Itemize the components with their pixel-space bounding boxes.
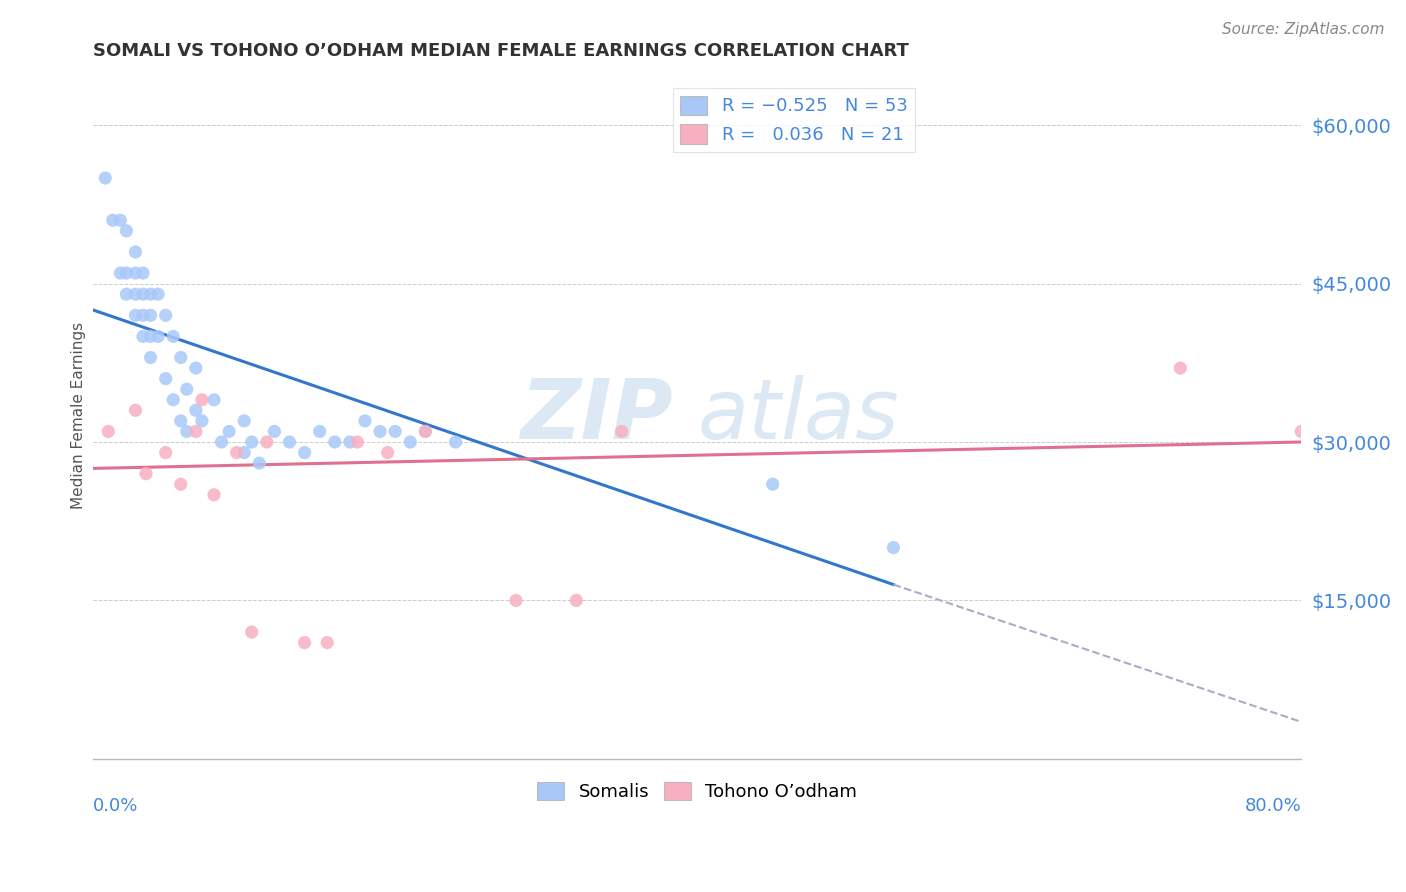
Point — [444, 435, 467, 450]
Point — [1289, 425, 1312, 439]
Point — [316, 635, 339, 649]
Point — [135, 467, 157, 481]
Point — [139, 351, 162, 365]
Point — [505, 593, 527, 607]
Text: ZIP: ZIP — [520, 376, 673, 456]
Point — [354, 414, 377, 428]
Point — [202, 488, 225, 502]
Point — [233, 445, 256, 459]
Point — [610, 425, 633, 439]
Point — [218, 425, 240, 439]
Point — [146, 287, 169, 301]
Point — [155, 371, 177, 385]
Point — [176, 382, 198, 396]
Point — [211, 435, 233, 450]
Point — [225, 445, 247, 459]
Point — [247, 456, 270, 470]
Point — [170, 351, 193, 365]
Text: atlas: atlas — [697, 376, 898, 456]
Point — [139, 329, 162, 343]
Point — [565, 593, 588, 607]
Point — [110, 266, 132, 280]
Point — [256, 435, 278, 450]
Point — [368, 425, 391, 439]
Point — [415, 425, 437, 439]
Point — [240, 435, 263, 450]
Point — [110, 213, 132, 227]
Point — [377, 445, 399, 459]
Point — [124, 266, 146, 280]
Point — [762, 477, 785, 491]
Point — [132, 266, 155, 280]
Point — [124, 308, 146, 322]
Point — [176, 425, 198, 439]
Point — [155, 308, 177, 322]
Point — [97, 425, 120, 439]
Point — [170, 477, 193, 491]
Text: Source: ZipAtlas.com: Source: ZipAtlas.com — [1222, 22, 1385, 37]
Text: 80.0%: 80.0% — [1244, 797, 1301, 814]
Point — [346, 435, 368, 450]
Point — [339, 435, 361, 450]
Point — [155, 445, 177, 459]
Text: SOMALI VS TOHONO O’ODHAM MEDIAN FEMALE EARNINGS CORRELATION CHART: SOMALI VS TOHONO O’ODHAM MEDIAN FEMALE E… — [93, 42, 910, 60]
Point — [184, 403, 207, 417]
Point — [308, 425, 330, 439]
Point — [233, 414, 256, 428]
Point — [139, 308, 162, 322]
Point — [162, 392, 184, 407]
Point — [115, 224, 138, 238]
Point — [415, 425, 437, 439]
Point — [294, 635, 316, 649]
Point — [162, 329, 184, 343]
Text: 0.0%: 0.0% — [93, 797, 139, 814]
Point — [191, 392, 214, 407]
Point — [294, 445, 316, 459]
Point — [1170, 361, 1192, 376]
Point — [202, 392, 225, 407]
Point — [882, 541, 904, 555]
Legend: R = −0.525   N = 53, R =   0.036   N = 21: R = −0.525 N = 53, R = 0.036 N = 21 — [673, 88, 915, 152]
Point — [240, 625, 263, 640]
Point — [278, 435, 301, 450]
Point — [132, 308, 155, 322]
Point — [94, 171, 117, 186]
Point — [184, 425, 207, 439]
Point — [191, 414, 214, 428]
Point — [101, 213, 124, 227]
Point — [124, 403, 146, 417]
Point — [399, 435, 422, 450]
Point — [115, 287, 138, 301]
Point — [384, 425, 406, 439]
Point — [139, 287, 162, 301]
Point — [115, 266, 138, 280]
Point — [124, 287, 146, 301]
Point — [146, 329, 169, 343]
Point — [263, 425, 285, 439]
Point — [170, 414, 193, 428]
Y-axis label: Median Female Earnings: Median Female Earnings — [72, 322, 86, 509]
Point — [124, 244, 146, 259]
Point — [132, 329, 155, 343]
Point — [132, 287, 155, 301]
Point — [323, 435, 346, 450]
Point — [184, 361, 207, 376]
